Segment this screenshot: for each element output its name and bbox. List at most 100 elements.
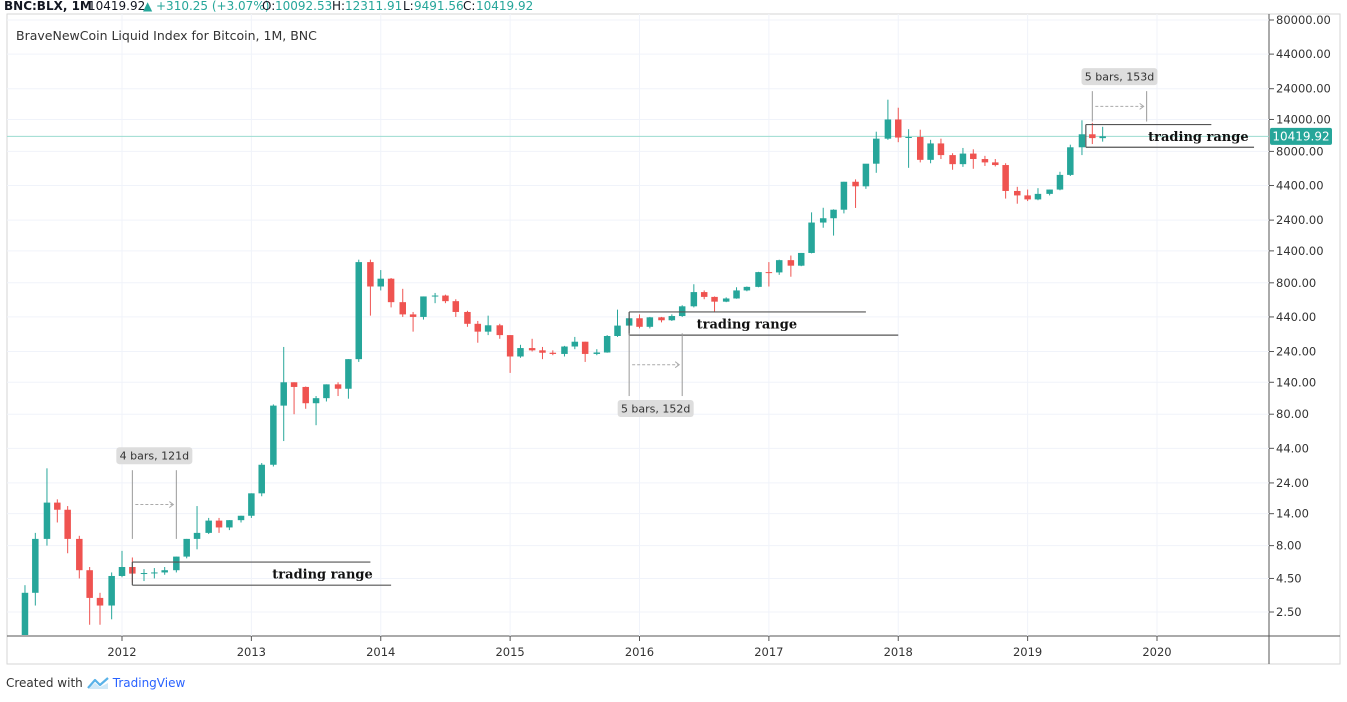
candle-body[interactable] bbox=[484, 325, 492, 332]
candle-body[interactable] bbox=[226, 520, 233, 528]
candle-body[interactable] bbox=[86, 570, 93, 598]
candle-body[interactable] bbox=[539, 350, 546, 353]
candle-body[interactable] bbox=[733, 290, 740, 299]
candle-body[interactable] bbox=[96, 597, 104, 606]
candle-body[interactable] bbox=[678, 306, 686, 317]
candle-body[interactable] bbox=[970, 153, 977, 160]
candle-body[interactable] bbox=[959, 153, 967, 165]
candle-body[interactable] bbox=[21, 592, 29, 654]
candle-body[interactable] bbox=[895, 119, 902, 138]
candle-body[interactable] bbox=[593, 352, 601, 354]
candle-body[interactable] bbox=[1067, 147, 1074, 175]
candle-body[interactable] bbox=[442, 295, 449, 302]
candle-body[interactable] bbox=[399, 302, 406, 315]
candle-body[interactable] bbox=[981, 159, 989, 163]
candle-body[interactable] bbox=[787, 260, 795, 266]
candle-body[interactable] bbox=[290, 382, 298, 387]
candle-body[interactable] bbox=[528, 348, 536, 351]
candle-body[interactable] bbox=[64, 509, 71, 539]
candle-body[interactable] bbox=[658, 317, 665, 321]
candle-body[interactable] bbox=[937, 143, 945, 156]
candle-body[interactable] bbox=[561, 346, 568, 354]
candle-body[interactable] bbox=[173, 556, 180, 571]
candle-body[interactable] bbox=[183, 538, 190, 557]
candle-body[interactable] bbox=[1089, 134, 1096, 139]
candle-body[interactable] bbox=[571, 341, 579, 347]
candle-body[interactable] bbox=[711, 296, 718, 302]
candle-body[interactable] bbox=[377, 278, 385, 287]
candle-body[interactable] bbox=[1024, 195, 1031, 200]
candle-body[interactable] bbox=[765, 272, 773, 274]
candle-body[interactable] bbox=[161, 570, 168, 573]
candle-body[interactable] bbox=[43, 502, 51, 539]
candle-body[interactable] bbox=[367, 262, 374, 287]
candle-body[interactable] bbox=[819, 218, 827, 223]
candle-body[interactable] bbox=[108, 575, 115, 606]
candle-body[interactable] bbox=[862, 163, 870, 187]
candle-body[interactable] bbox=[151, 572, 158, 574]
candle-body[interactable] bbox=[76, 538, 83, 571]
candle-body[interactable] bbox=[884, 119, 892, 139]
candle-body[interactable] bbox=[797, 252, 805, 266]
candle-body[interactable] bbox=[1002, 165, 1009, 191]
candle-body[interactable] bbox=[345, 359, 352, 389]
candle-body[interactable] bbox=[1078, 134, 1086, 148]
candle-body[interactable] bbox=[205, 520, 212, 533]
candle-body[interactable] bbox=[927, 143, 934, 160]
date-range-measure[interactable]: 5 bars, 152d bbox=[617, 333, 694, 418]
candle-body[interactable] bbox=[387, 278, 395, 303]
candle-body[interactable] bbox=[258, 464, 265, 494]
candle-body[interactable] bbox=[237, 515, 245, 521]
candle-body[interactable] bbox=[668, 316, 676, 321]
candle-body[interactable] bbox=[323, 384, 330, 399]
candle-body[interactable] bbox=[581, 341, 589, 354]
footer-brand[interactable]: TradingView bbox=[112, 676, 186, 690]
candle-body[interactable] bbox=[431, 295, 439, 297]
candle-body[interactable] bbox=[32, 538, 39, 593]
candle-body[interactable] bbox=[549, 352, 557, 354]
candle-body[interactable] bbox=[312, 398, 320, 404]
candle-body[interactable] bbox=[506, 335, 514, 357]
candle-body[interactable] bbox=[722, 298, 730, 302]
annotations[interactable]: trading range trading range trading range 4… bbox=[116, 68, 1255, 586]
candle-body[interactable] bbox=[270, 405, 277, 465]
candle-body[interactable] bbox=[54, 502, 61, 510]
candle-body[interactable] bbox=[280, 382, 287, 406]
candle-body[interactable] bbox=[873, 138, 880, 164]
candle-body[interactable] bbox=[614, 325, 621, 337]
candle-body[interactable] bbox=[355, 262, 363, 360]
candle-body[interactable] bbox=[852, 181, 859, 187]
candle-body[interactable] bbox=[690, 292, 698, 307]
candle-body[interactable] bbox=[1056, 174, 1064, 190]
candle-body[interactable] bbox=[636, 318, 643, 327]
date-range-measure[interactable]: 4 bars, 121d bbox=[116, 447, 193, 539]
candle-body[interactable] bbox=[474, 323, 482, 332]
candle-body[interactable] bbox=[949, 155, 956, 165]
candle-body[interactable] bbox=[743, 286, 751, 291]
candle-body[interactable] bbox=[1046, 189, 1053, 194]
candle-body[interactable] bbox=[140, 573, 148, 575]
candle-body[interactable] bbox=[830, 209, 837, 219]
candle-body[interactable] bbox=[1014, 190, 1021, 196]
candle-body[interactable] bbox=[215, 520, 223, 528]
candle-body[interactable] bbox=[755, 272, 762, 287]
candle-body[interactable] bbox=[775, 260, 783, 273]
candle-body[interactable] bbox=[248, 493, 255, 516]
candle-body[interactable] bbox=[1099, 136, 1106, 139]
date-range-measure[interactable]: 5 bars, 153d bbox=[1081, 68, 1158, 122]
candle-body[interactable] bbox=[409, 314, 417, 317]
candle-body[interactable] bbox=[916, 136, 924, 160]
candle-body[interactable] bbox=[334, 384, 342, 389]
candle-body[interactable] bbox=[646, 317, 654, 327]
candle-body[interactable] bbox=[992, 162, 999, 166]
candle-body[interactable] bbox=[118, 567, 126, 576]
candle-body[interactable] bbox=[464, 311, 471, 324]
candle-body[interactable] bbox=[840, 181, 848, 210]
candle-body[interactable] bbox=[603, 336, 611, 353]
candle-body[interactable] bbox=[496, 325, 504, 336]
candle-body[interactable] bbox=[517, 348, 524, 357]
candle-body[interactable] bbox=[905, 136, 912, 138]
candle-body[interactable] bbox=[700, 292, 708, 297]
candle-body[interactable] bbox=[302, 386, 309, 404]
